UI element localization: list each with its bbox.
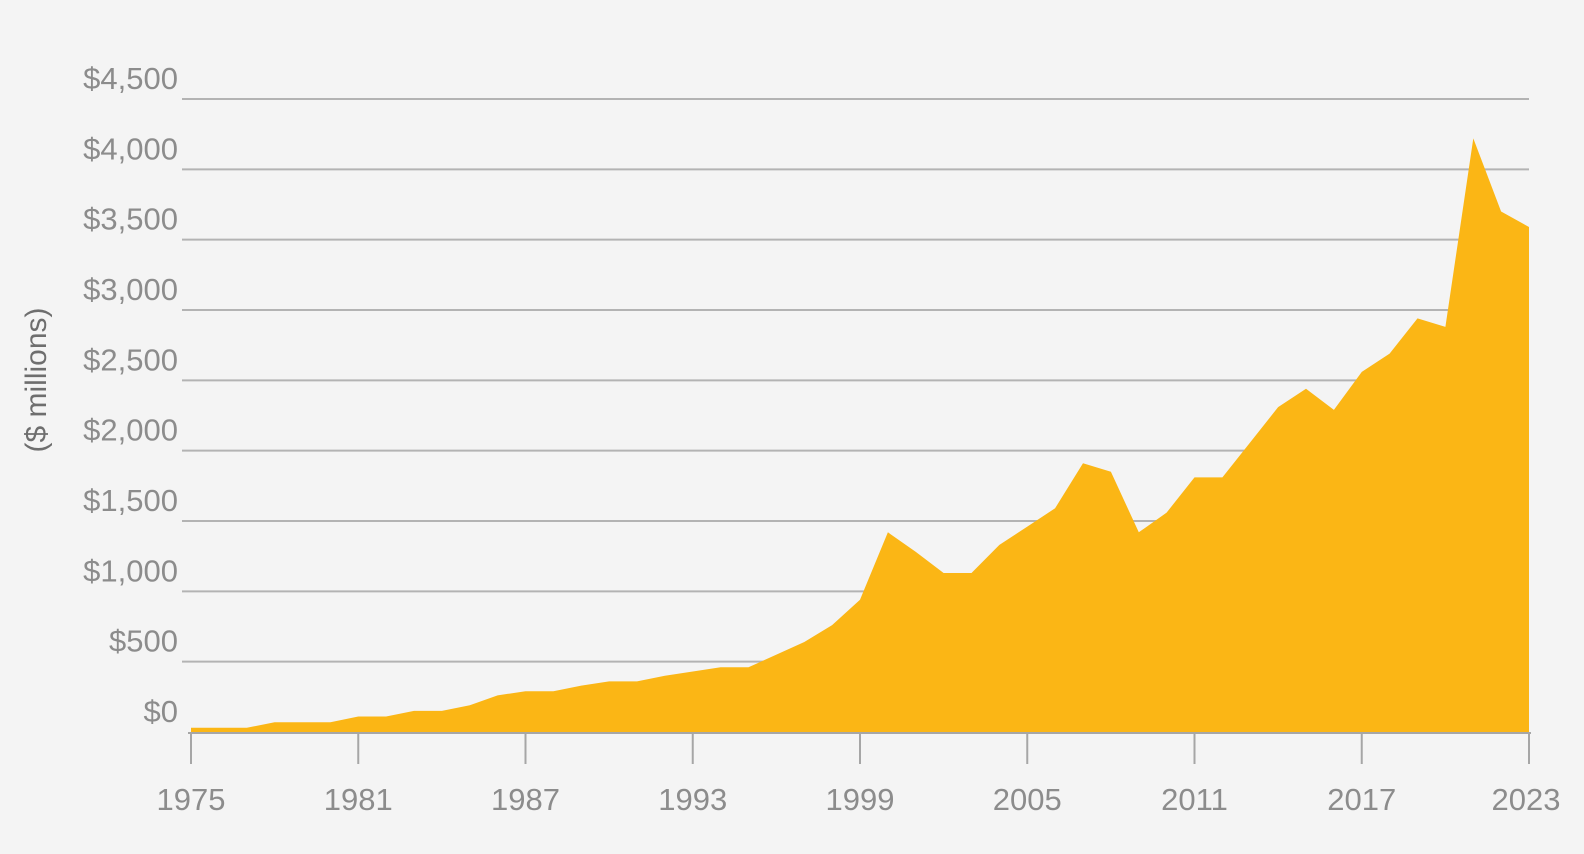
x-tick-label: 1993 (658, 782, 727, 817)
x-tick-label: 2005 (993, 782, 1062, 817)
x-tick-label: 1999 (826, 782, 895, 817)
y-tick-label: $3,500 (83, 202, 178, 237)
x-axis-tick-labels: 1975 1981 1987 1993 1999 2005 2011 2017 2023 (157, 782, 1561, 817)
x-tick-label: 1981 (324, 782, 393, 817)
y-tick-label: $4,000 (83, 131, 178, 166)
y-tick-label: $0 (144, 694, 178, 729)
y-axis-tick-labels: $0 $500 $1,000 $1,500 $2,000 $2,500 $3,000 $3,5… (83, 61, 178, 729)
x-tick-label: 2017 (1327, 782, 1396, 817)
x-tick-label: 1987 (491, 782, 560, 817)
x-axis (188, 732, 1531, 764)
y-tick-label: $2,500 (83, 342, 178, 377)
y-tick-label: $500 (109, 624, 178, 659)
y-axis-label: ($ millions) (20, 307, 53, 452)
x-tick-label: 1975 (157, 782, 226, 817)
y-tick-label: $2,000 (83, 413, 178, 448)
y-tick-label: $3,000 (83, 272, 178, 307)
y-tick-label: $4,500 (83, 61, 178, 96)
data-area-series (191, 138, 1529, 732)
y-tick-label: $1,000 (83, 553, 178, 588)
gridlines (182, 98, 1529, 663)
x-tick-label: 2023 (1492, 782, 1561, 817)
x-tick-label: 2011 (1161, 782, 1228, 817)
y-tick-label: $1,500 (83, 483, 178, 518)
